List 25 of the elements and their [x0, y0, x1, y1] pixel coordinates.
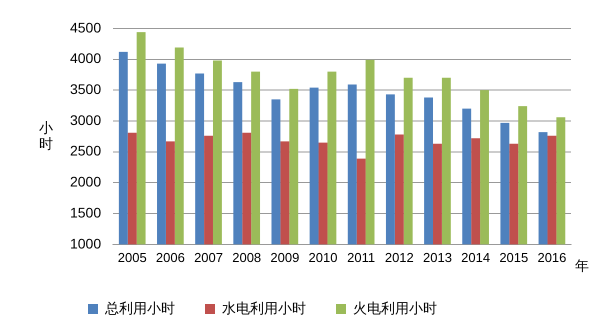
x-tick-label: 2014 [461, 250, 490, 265]
y-tick-label: 3000 [70, 112, 102, 128]
y-tick-label: 4000 [70, 50, 102, 66]
x-tick-label: 2016 [537, 250, 566, 265]
x-tick-label: 2006 [156, 250, 185, 265]
legend-label: 水电利用小时 [222, 300, 306, 316]
y-tick-label: 2500 [70, 142, 102, 159]
x-tick-label: 2012 [384, 250, 414, 265]
y-axis-title: 小时 [39, 119, 53, 152]
y-tick-label: 4500 [70, 19, 102, 36]
x-tick-label: 2013 [423, 250, 452, 265]
y-tick-label: 1000 [70, 235, 102, 252]
x-axis-title: 年 [575, 257, 589, 274]
legend-label: 总利用小时 [104, 300, 175, 316]
y-tick-label: 2000 [70, 174, 102, 190]
x-tick-label: 2005 [118, 250, 147, 265]
legend-label: 火电利用小时 [353, 300, 437, 316]
x-tick-label: 2015 [499, 250, 528, 265]
x-tick-label: 2009 [270, 250, 300, 265]
x-tick-label: 2011 [347, 250, 376, 265]
x-tick-label: 2008 [232, 250, 262, 265]
y-tick-label: 3500 [70, 80, 102, 97]
y-tick-label: 1500 [70, 204, 102, 220]
x-tick-label: 2010 [308, 250, 338, 265]
x-tick-label: 2007 [194, 250, 223, 265]
